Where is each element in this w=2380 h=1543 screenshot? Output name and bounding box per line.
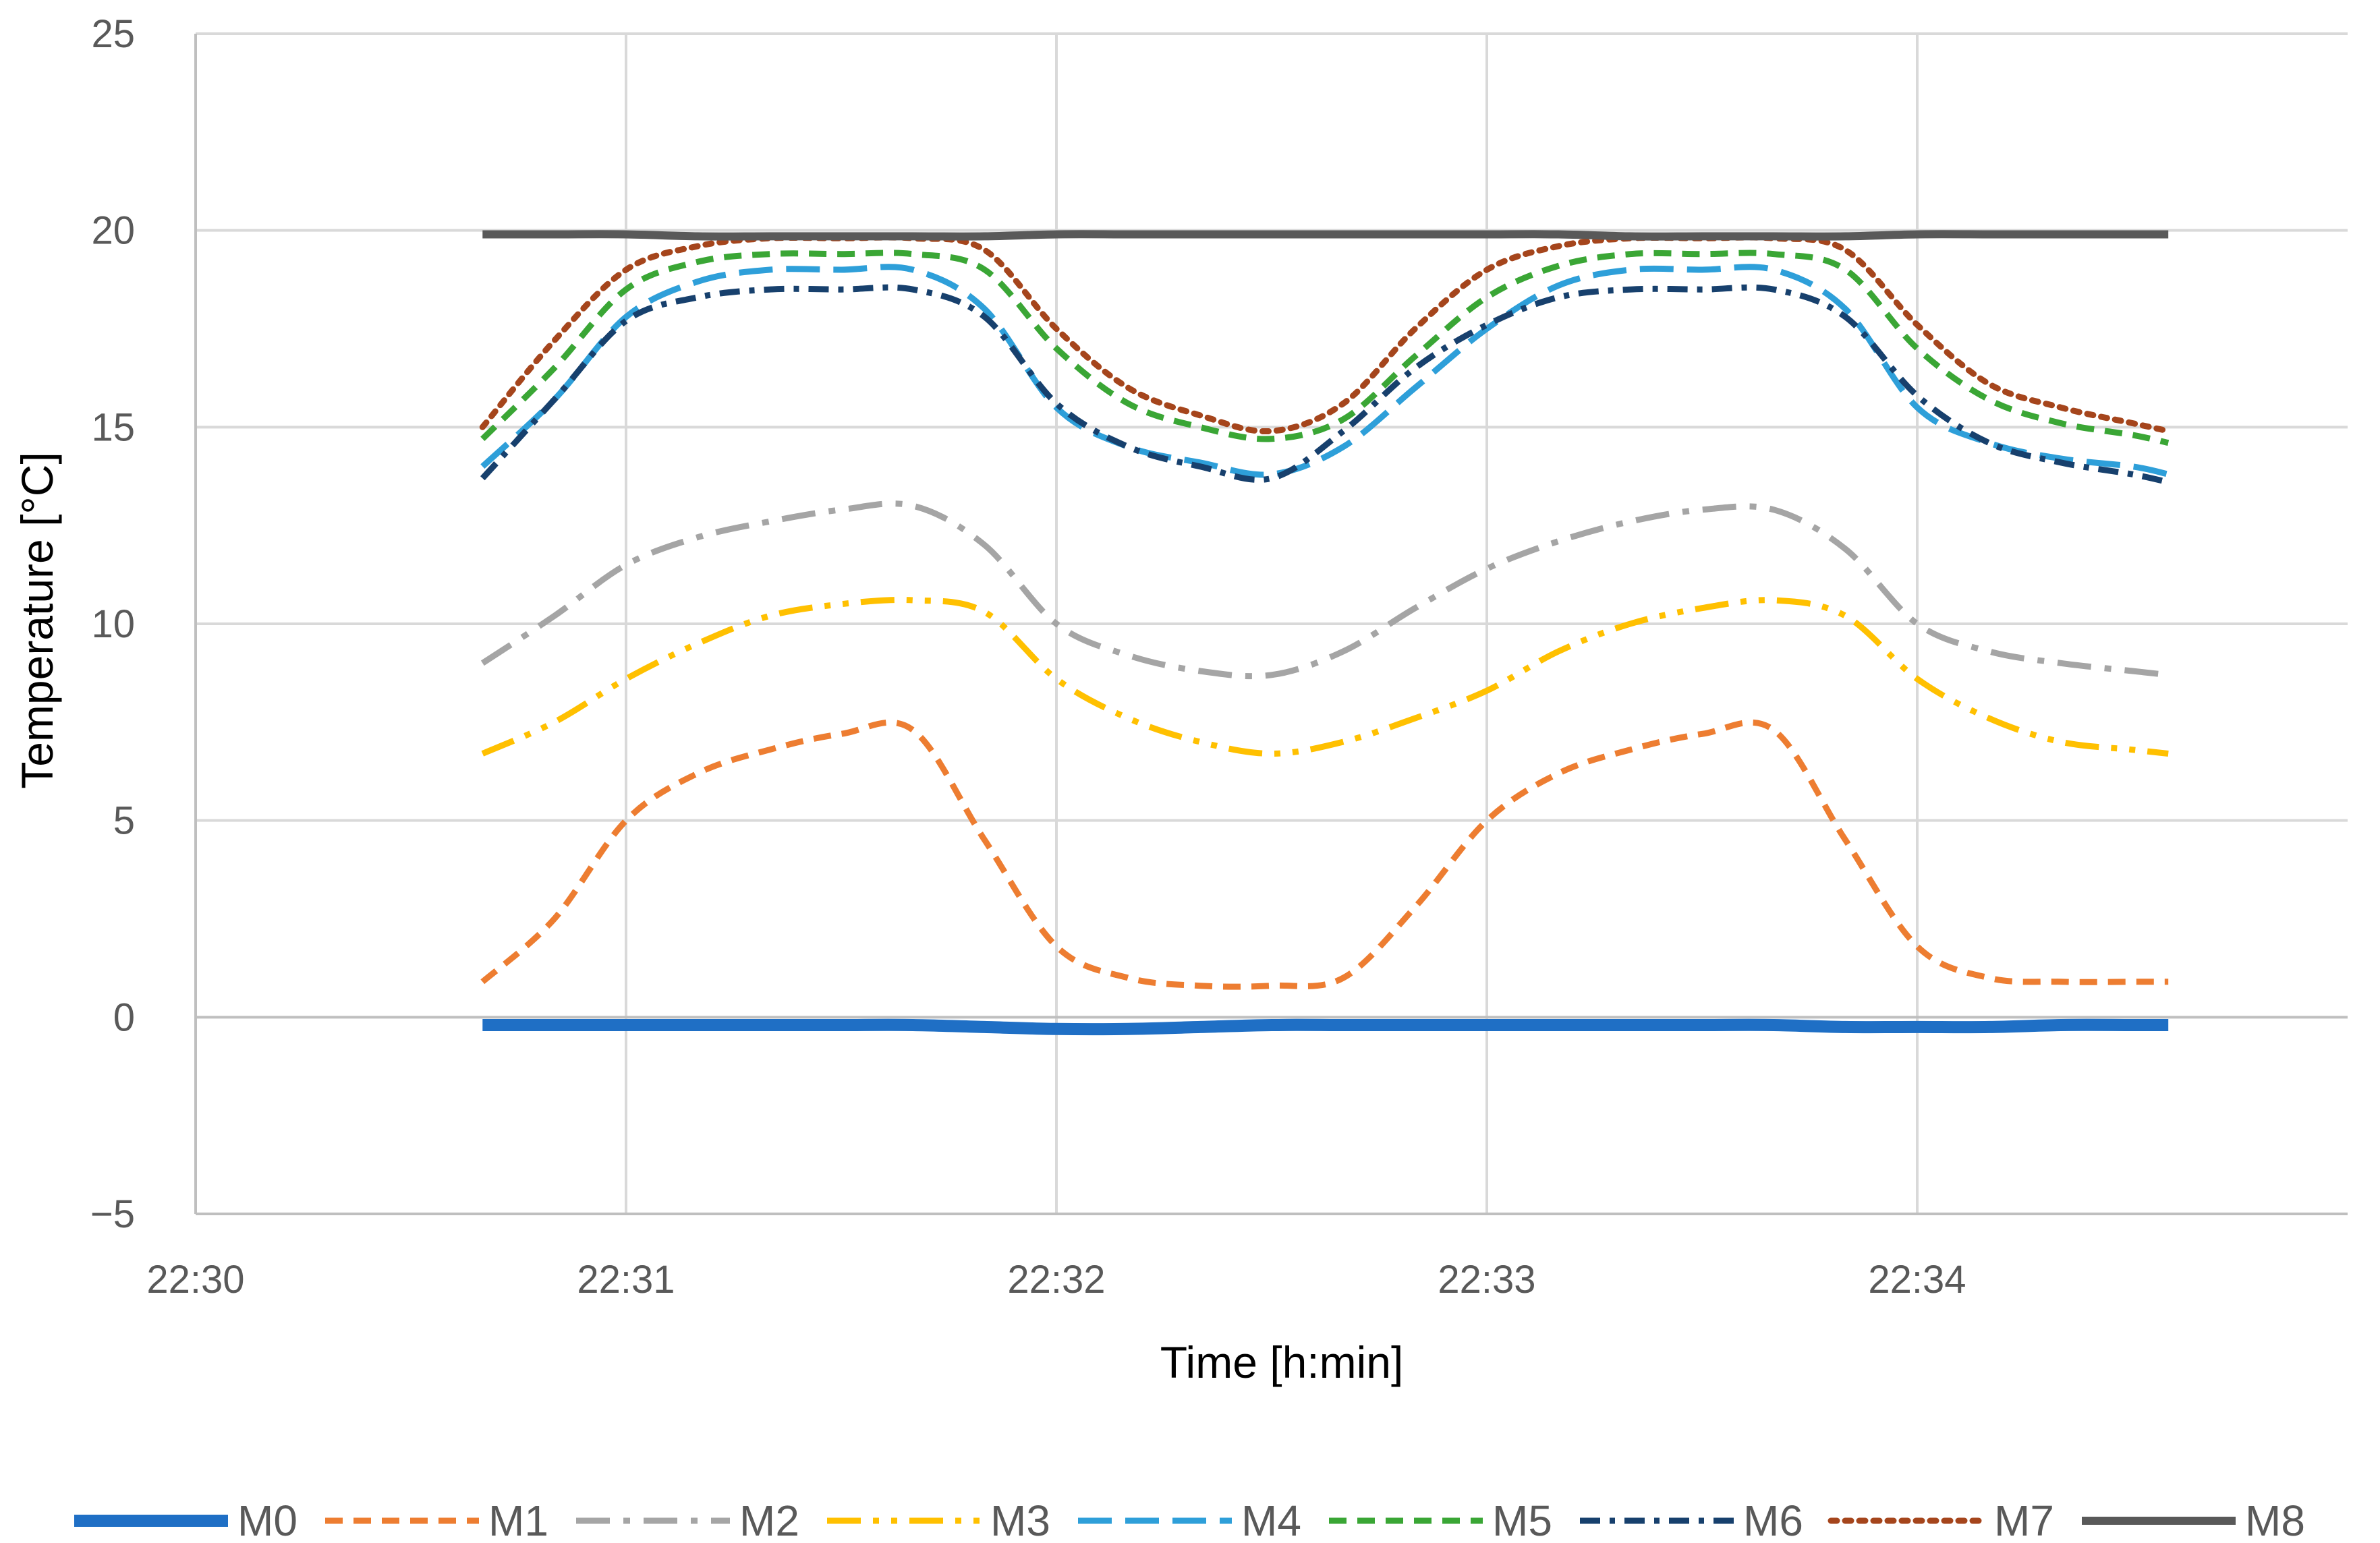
y-tick-label: 0 [113, 995, 135, 1039]
x-tick-label: 22:33 [1438, 1258, 1535, 1302]
y-tick-label: −5 [90, 1192, 135, 1236]
y-tick-label: 20 [91, 209, 135, 253]
legend: M0 M1 M2 M3 M4 M5 M6 M7 M8 [74, 1496, 2305, 1543]
series-line-m5 [480, 250, 2170, 446]
legend-label-m7: M7 [1994, 1496, 2054, 1543]
x-tick-label: 22:30 [146, 1258, 244, 1302]
legend-label-m1: M1 [488, 1496, 548, 1543]
y-tick-labels: −5 0 5 10 15 20 25 [90, 12, 135, 1236]
y-tick-label: 15 [91, 405, 135, 449]
y-axis-title: Temperature [°C] [12, 452, 62, 789]
x-axis-title: Time [h:min] [1160, 1337, 1404, 1387]
legend-label-m3: M3 [990, 1496, 1050, 1543]
y-tick-label: 5 [113, 799, 135, 843]
axes [194, 34, 2348, 1215]
x-tick-label: 22:34 [1868, 1258, 1966, 1302]
legend-label-m8: M8 [2245, 1496, 2305, 1543]
legend-label-m0: M0 [237, 1496, 298, 1543]
x-tick-label: 22:31 [577, 1258, 675, 1302]
legend-label-m6: M6 [1743, 1496, 1803, 1543]
series-line-m2 [480, 500, 2169, 680]
series-lines [479, 230, 2172, 1036]
gridlines [196, 32, 2348, 1215]
legend-label-m2: M2 [739, 1496, 799, 1543]
series-line-m1 [480, 719, 2169, 990]
x-tick-labels: 22:30 22:31 22:32 22:33 22:34 [146, 1258, 1966, 1302]
series-line-m4 [480, 264, 2170, 478]
series-line-m3 [481, 596, 2169, 757]
legend-label-m4: M4 [1241, 1496, 1301, 1543]
y-tick-label: 25 [91, 12, 135, 56]
series-line-m6 [480, 284, 2170, 486]
series-line-m8 [482, 230, 2169, 241]
legend-label-m5: M5 [1492, 1496, 1552, 1543]
y-tick-label: 10 [91, 602, 135, 646]
x-tick-label: 22:32 [1007, 1258, 1105, 1302]
series-line-m0 [482, 1018, 2169, 1036]
